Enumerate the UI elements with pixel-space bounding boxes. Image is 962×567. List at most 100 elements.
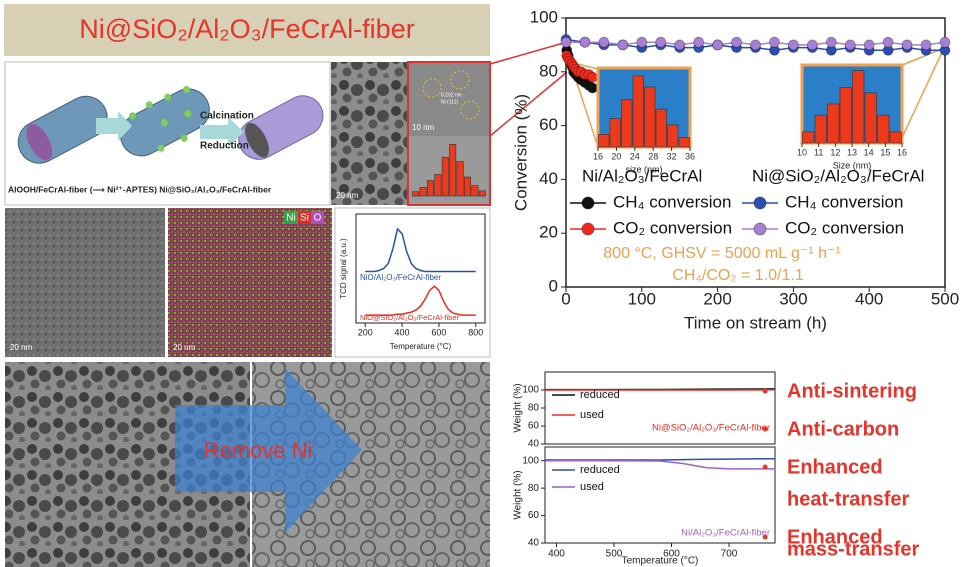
data-point [598,36,610,48]
x-tick-label: 13 [847,147,857,157]
bar [678,137,690,148]
bullet-text: heat-transfer [787,488,909,510]
series-line [545,457,776,461]
legend-label: CH₄ conversion [613,192,731,211]
bar [852,70,865,144]
data-point [920,39,932,51]
data-point [825,36,837,48]
x-tick-label: 100 [628,289,656,308]
fiber-1 [17,95,108,164]
data-point [655,36,667,48]
legend-label: CO₂ conversion [785,218,904,237]
y-tick-label: 60 [539,115,558,134]
data-point [617,39,629,51]
x-axis-label: Temperature (°C) [622,556,699,567]
legend-marker [581,196,595,210]
x-tick-label: 200 [358,327,373,337]
series-line [545,459,775,470]
bar [655,108,667,148]
data-point [579,36,591,48]
arrow-label: Remove Ni [204,438,313,463]
x-tick-label: 0 [561,289,570,308]
legend-marker [753,222,767,236]
x-tick-label: 500 [606,549,623,560]
particle-marker [450,70,470,90]
bar [471,185,479,197]
y-axis-label: Weight (%) [513,470,524,519]
bar [419,187,427,197]
legend-group: Ni/Al₂O₃/FeCrAl [582,166,702,185]
scheme-label: Reduction [200,141,249,152]
plot-frame [544,446,776,544]
bar [632,75,644,148]
bullet-text: Enhanced [787,526,883,548]
y-tick-label: 60 [528,421,540,432]
y-tick-label: 80 [528,403,540,414]
eds-legend-swatch [298,211,311,224]
bar [449,144,457,197]
connector [489,41,568,65]
banner-title: Ni@SiO₂/Al₂O₃/FeCrAl-fiber [79,14,414,44]
x-tick-label: 600 [431,327,446,337]
scale-bar-label: 10 nm [412,123,435,132]
x-tick-label: 400 [548,549,565,560]
y-tick-label: 40 [528,439,540,450]
data-point [750,39,761,51]
data-point [712,39,723,51]
bar [621,99,633,148]
tem-image [331,62,408,205]
y-tick-label: 0 [549,276,558,295]
x-tick-label: 24 [630,151,640,161]
x-axis-label: size (nm) [625,164,662,174]
bar [463,176,471,197]
scheme-caption: AlOOH/FeCrAl-fiber (⟶ Ni²⁺-APTES) Ni@SiO… [8,184,272,194]
data-point [806,39,818,51]
data-point [863,39,875,51]
tpr-panel [334,207,491,358]
bar [889,131,902,144]
y-axis-label: Conversion (%) [511,94,530,211]
legend-label: used [580,481,604,493]
data-point [901,39,913,51]
series-label: NiO@SiO₂/Al₂O₃/FeCrAl-fiber [360,313,460,322]
eds-legend-label: Si [300,213,309,224]
legend-marker [753,196,767,210]
particle-marker [460,100,480,120]
scale-bar-label: 20 nm [336,191,359,200]
data-point [882,36,894,48]
legend-label: reduced [580,389,620,401]
panel-label: Ni/Al₂O₃/FeCrAl-fiber [681,528,770,539]
x-tick-label: 200 [703,289,731,308]
eds-map [168,208,332,357]
bar [478,190,486,197]
inset-border [407,61,491,206]
bar [877,114,890,144]
series-line [365,227,476,273]
x-tick-label: 12 [830,147,840,157]
x-tick-label: 600 [663,549,680,560]
y-tick-label: 100 [522,385,539,396]
fiber-3 [238,95,324,160]
bullet-dot: • [762,419,768,439]
x-tick-label: 15 [880,147,890,157]
x-tick-label: 36 [685,151,695,161]
x-tick-label: 28 [648,151,658,161]
annotation: CH₄/CO₂ = 1.0/1.1 [672,267,804,284]
bar [644,86,656,148]
bar [864,92,877,144]
y-axis-label: TCD signal (a.u.) [339,238,348,299]
x-tick-label: 800 [468,327,483,337]
bar [426,180,434,197]
bar [802,131,815,144]
y-tick-label: 100 [530,7,558,26]
connector [489,71,568,137]
particle-marker [422,78,442,98]
data-point [844,39,856,51]
bullet-dot: • [762,457,768,477]
data-point [560,36,572,48]
legend-label: CO₂ conversion [613,218,732,237]
series-line [365,285,476,316]
banner [4,4,490,56]
sem-image [5,208,165,357]
plot-frame [355,213,486,324]
